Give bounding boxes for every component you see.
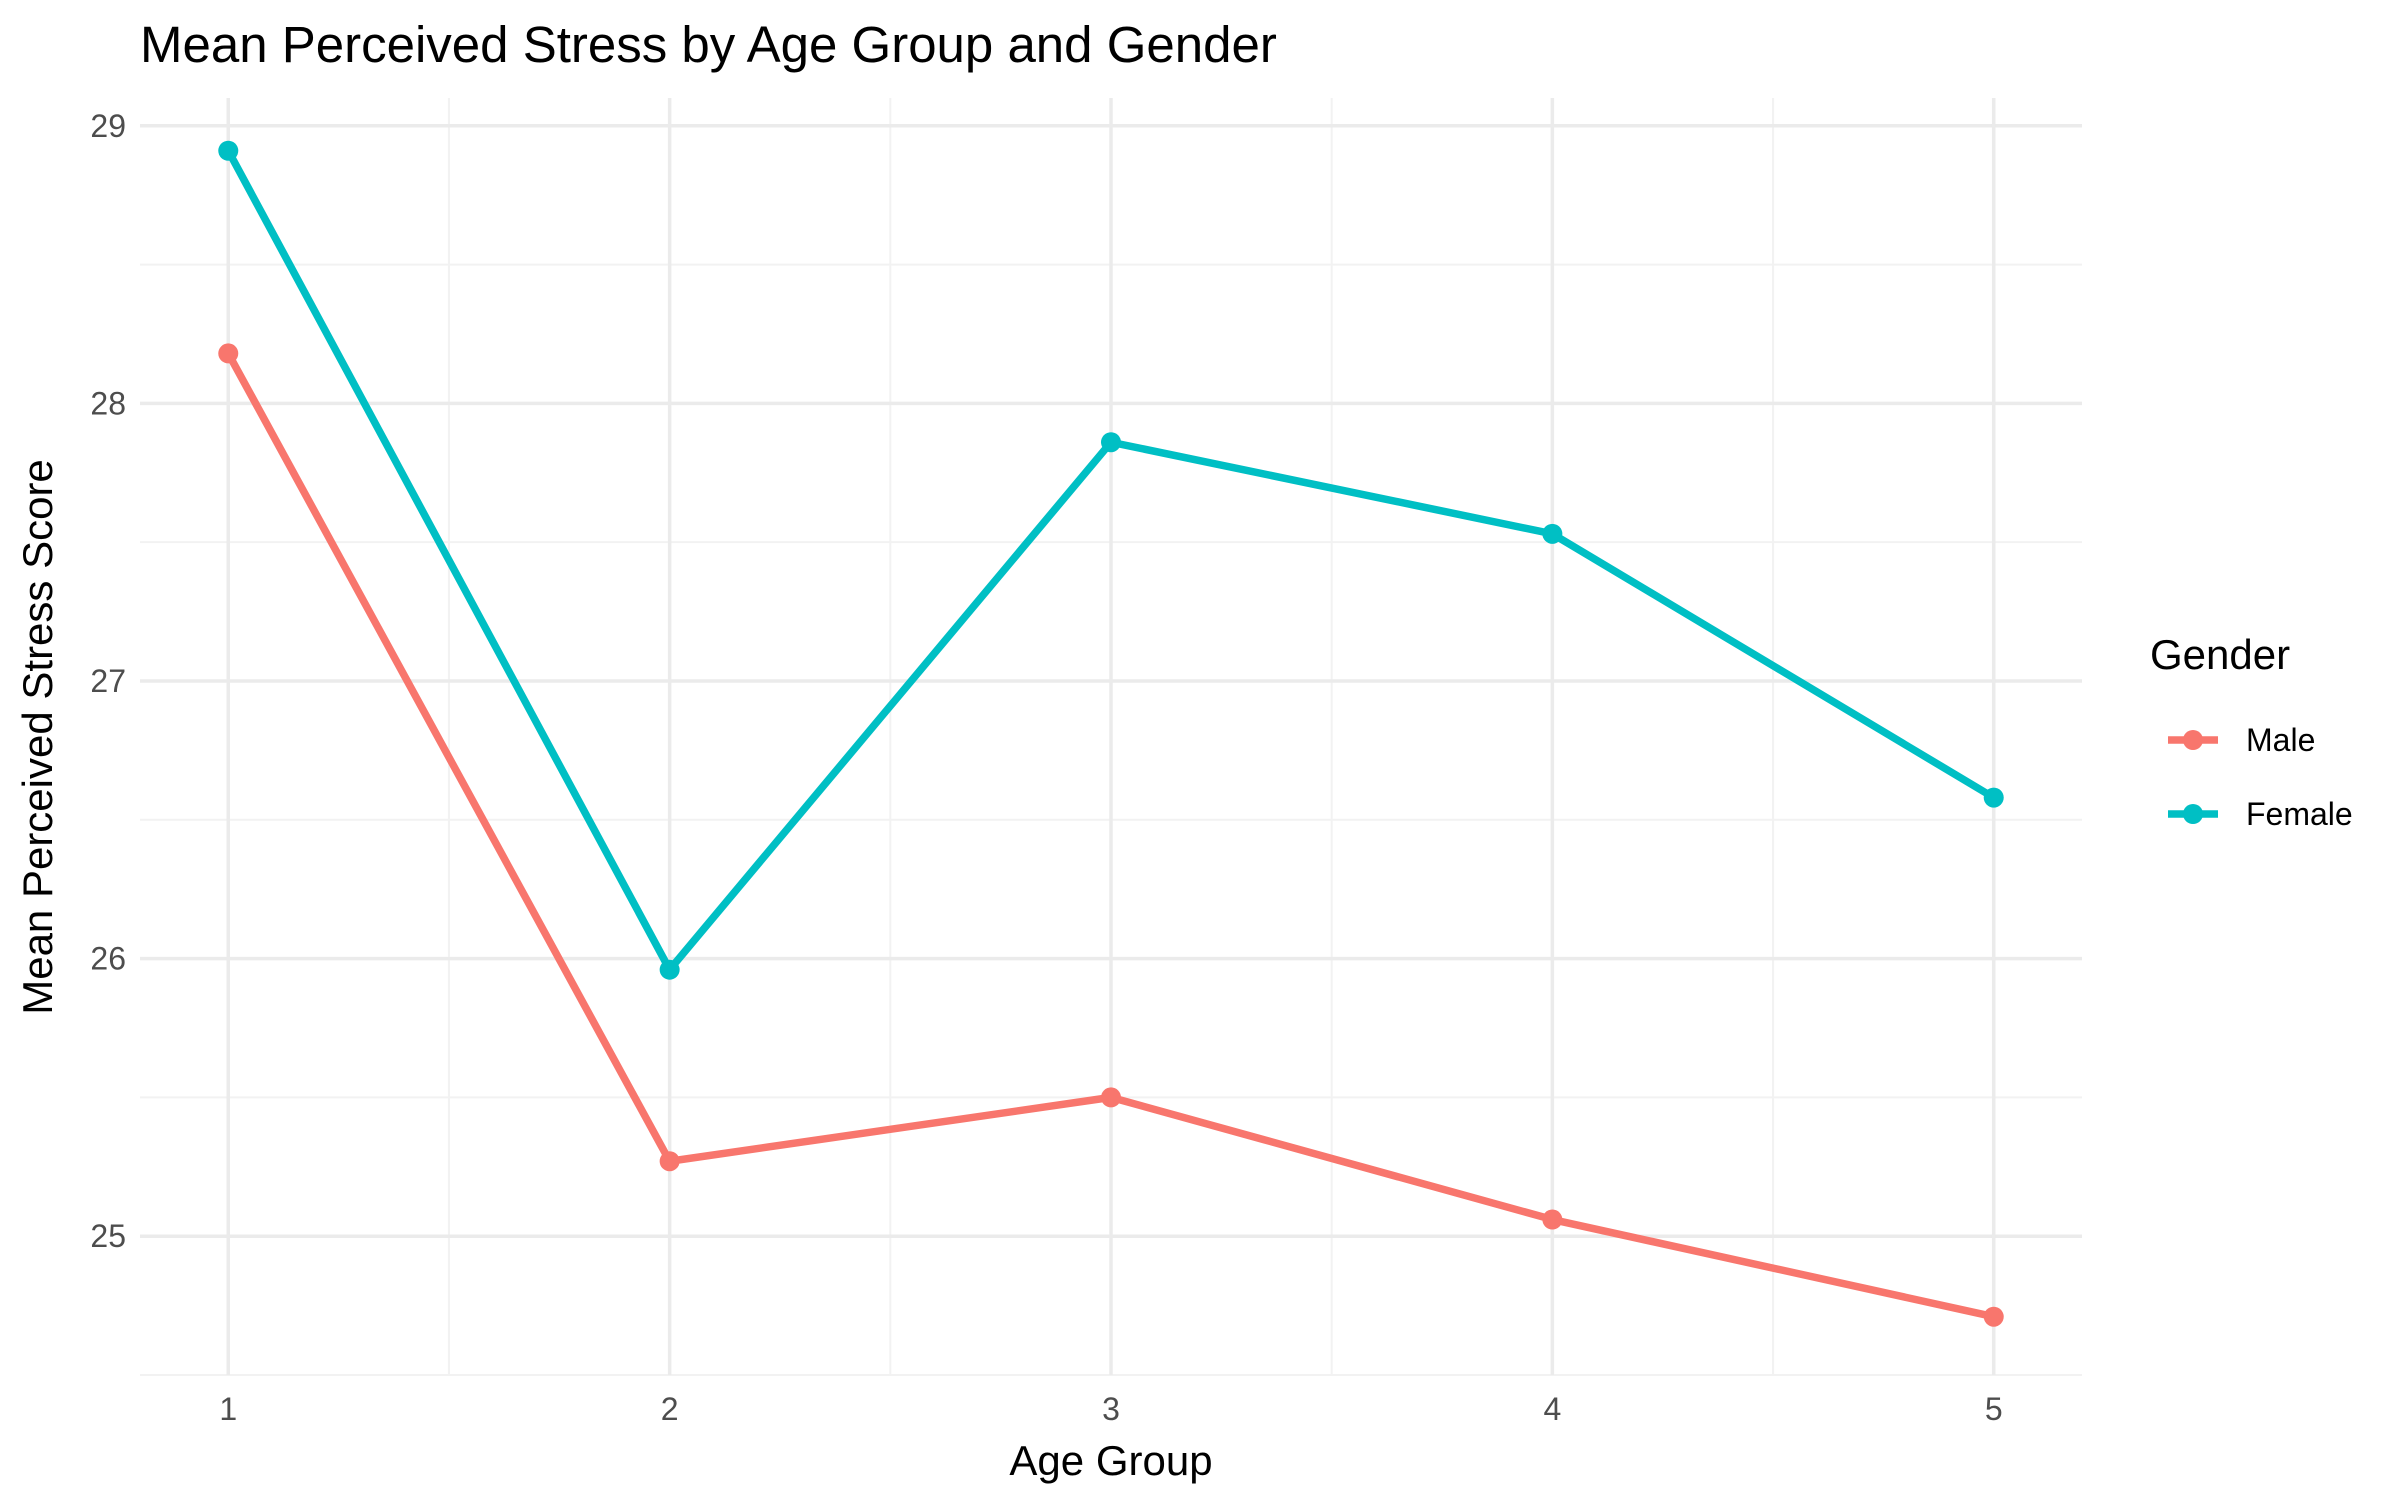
grid <box>140 98 2082 1376</box>
y-tick-label: 29 <box>90 108 126 144</box>
data-point-female <box>1542 523 1563 544</box>
legend-key-point-male <box>2183 730 2203 750</box>
legend-label-female: Female <box>2246 796 2353 832</box>
x-tick-label: 1 <box>219 1391 237 1427</box>
y-tick-label: 25 <box>90 1218 126 1254</box>
data-point-female <box>218 140 239 161</box>
x-axis-ticks: 1 2 3 4 5 <box>219 1391 2002 1427</box>
legend-key-point-female <box>2183 804 2203 824</box>
data-point-male <box>1542 1209 1563 1230</box>
x-axis-title: Age Group <box>1009 1437 1212 1484</box>
y-axis-title: Mean Perceived Stress Score <box>14 459 61 1015</box>
data-point-female <box>659 959 680 980</box>
x-tick-label: 5 <box>1985 1391 2003 1427</box>
y-tick-label: 28 <box>90 385 126 421</box>
x-tick-label: 3 <box>1102 1391 1120 1427</box>
data-point-female <box>1983 787 2004 808</box>
legend-items: Male Female <box>2168 722 2353 832</box>
x-tick-label: 4 <box>1543 1391 1561 1427</box>
y-tick-label: 27 <box>90 663 126 699</box>
x-tick-label: 2 <box>661 1391 679 1427</box>
series-layer <box>218 140 2004 1327</box>
chart-title: Mean Perceived Stress by Age Group and G… <box>140 16 1277 73</box>
data-point-male <box>659 1151 680 1172</box>
data-point-male <box>1983 1306 2004 1327</box>
legend-title: Gender <box>2150 631 2290 678</box>
legend: Gender Male Female <box>2150 631 2353 832</box>
y-axis-ticks: 25 26 27 28 29 <box>90 108 126 1254</box>
y-tick-label: 26 <box>90 941 126 977</box>
data-point-female <box>1101 432 1121 453</box>
legend-label-male: Male <box>2246 722 2315 758</box>
data-point-male <box>1101 1087 1121 1108</box>
data-point-male <box>218 343 239 364</box>
